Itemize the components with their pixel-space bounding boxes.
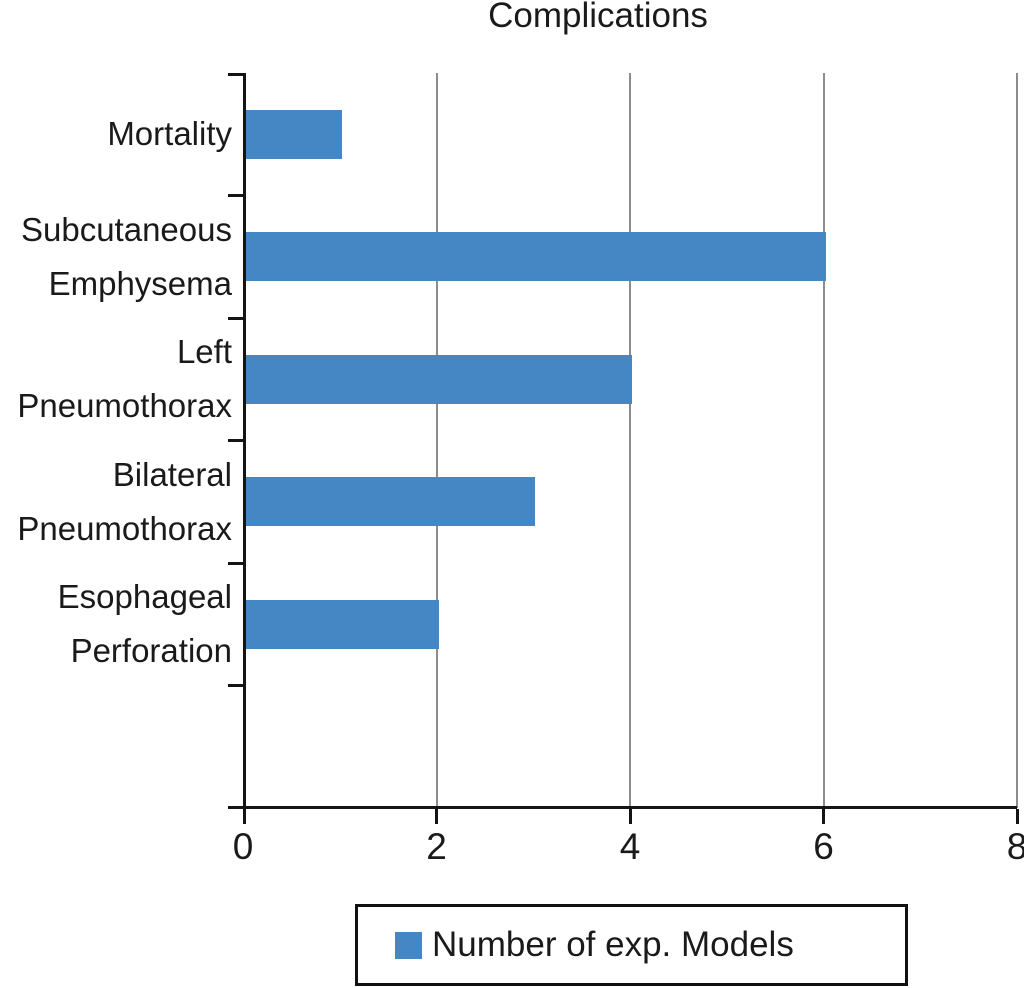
category-label-esophageal-perforation: Esophageal Perforation bbox=[57, 578, 232, 670]
bar-left-pneumothorax bbox=[245, 354, 632, 404]
legend-label: Number of exp. Models bbox=[432, 925, 794, 964]
plot-area bbox=[228, 73, 1019, 824]
bar-bilateral-pneumothorax bbox=[245, 477, 536, 527]
y-axis-tick bbox=[228, 439, 243, 442]
y-axis-tick bbox=[228, 684, 243, 687]
x-tick-label-8: 8 bbox=[1006, 826, 1024, 867]
x-axis-tick-6 bbox=[822, 809, 825, 824]
y-axis-line bbox=[243, 73, 246, 808]
gridline-x-8 bbox=[1016, 73, 1018, 808]
bar-subcutaneous-emphysema bbox=[245, 232, 826, 282]
y-axis-tick bbox=[228, 316, 243, 320]
value-axis-labels: 0 2 4 6 8 bbox=[233, 826, 1024, 876]
x-axis-tick-8 bbox=[1015, 809, 1019, 824]
bar-esophageal-perforation bbox=[245, 599, 439, 649]
legend: Number of exp. Models bbox=[355, 904, 908, 986]
x-axis-tick-4 bbox=[628, 809, 632, 824]
gridline-x-4 bbox=[629, 73, 631, 808]
x-axis-line bbox=[228, 806, 1017, 809]
category-axis-labels: Mortality Subcutaneous Emphysema Left Pneumo… bbox=[0, 73, 232, 808]
chart-title: Complications bbox=[488, 0, 708, 35]
x-axis-tick-0 bbox=[243, 809, 246, 824]
category-label-bilateral-pneumothorax: Bilateral Pneumothorax bbox=[17, 455, 232, 547]
y-axis-tick bbox=[228, 561, 243, 565]
category-label-left-pneumothorax: Left Pneumothorax bbox=[17, 333, 232, 425]
x-tick-label-2: 2 bbox=[426, 826, 447, 867]
category-label-subcutaneous-emphysema: Subcutaneous Emphysema bbox=[20, 210, 232, 302]
x-axis-tick-2 bbox=[435, 809, 438, 824]
x-tick-label-6: 6 bbox=[813, 826, 834, 867]
gridline-x-6 bbox=[822, 73, 825, 808]
legend-swatch-icon bbox=[395, 931, 422, 959]
bar-mortality bbox=[245, 109, 342, 159]
gridline-x-2 bbox=[435, 73, 438, 808]
x-tick-label-0: 0 bbox=[232, 826, 254, 867]
y-axis-tick bbox=[228, 73, 243, 76]
x-tick-label-4: 4 bbox=[619, 826, 641, 867]
category-label-mortality: Mortality bbox=[107, 115, 232, 153]
y-axis-tick bbox=[228, 194, 243, 197]
